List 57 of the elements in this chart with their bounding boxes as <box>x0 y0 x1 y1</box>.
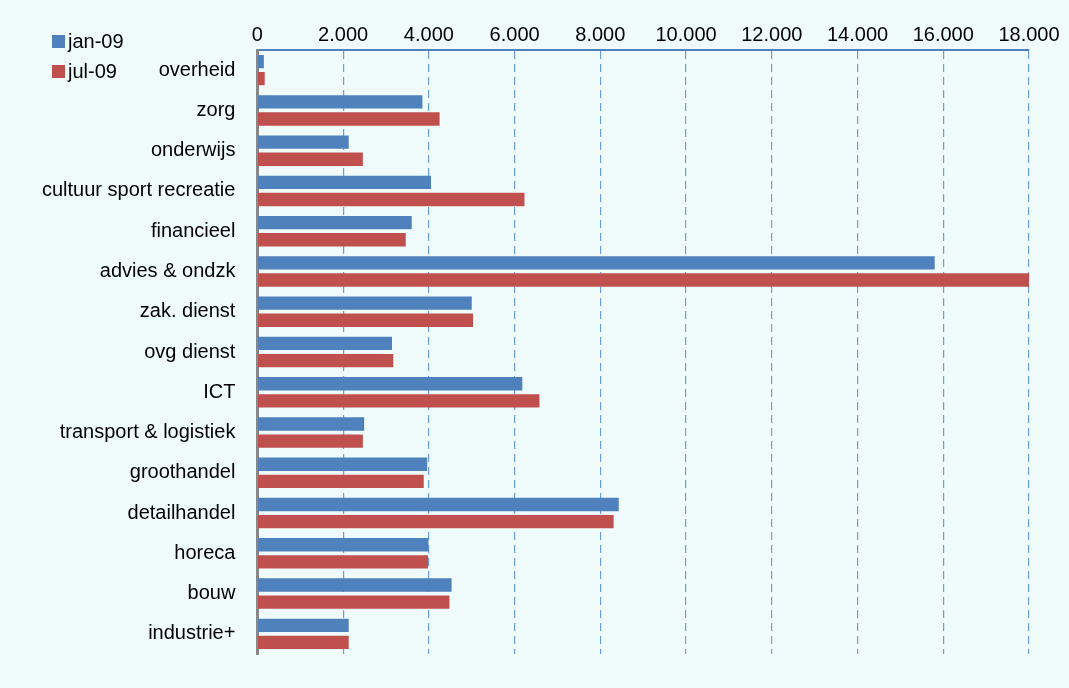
y-tick-label: onderwijs <box>150 138 236 161</box>
bar <box>258 353 394 368</box>
bar <box>258 112 440 126</box>
bar <box>258 296 472 310</box>
bar <box>258 434 363 448</box>
bar <box>258 72 265 86</box>
bar <box>258 618 349 632</box>
x-tick-label: 16.000 <box>912 22 974 45</box>
legend-label: jul-09 <box>68 59 117 83</box>
y-tick-label: bouw <box>187 581 236 604</box>
bar <box>258 54 264 69</box>
legend-label: jan-09 <box>68 29 124 53</box>
bar <box>258 555 429 569</box>
bar <box>258 578 452 592</box>
x-tick-label: 6.000 <box>489 22 540 45</box>
bar <box>258 377 523 391</box>
bar <box>258 336 393 351</box>
y-tick-label: zak. dienst <box>139 299 236 322</box>
bar <box>258 135 349 149</box>
x-tick-label: 8.000 <box>575 22 626 45</box>
x-tick-label: 14.000 <box>826 22 889 45</box>
bar <box>258 538 429 552</box>
bar <box>258 95 423 109</box>
bar <box>258 233 406 247</box>
bar <box>258 273 1029 287</box>
x-tick-label: 18.000 <box>998 22 1060 45</box>
bar <box>258 474 424 489</box>
y-tick-label: cultuur sport recreatie <box>42 178 236 201</box>
bar <box>258 417 365 431</box>
x-tick-label: 10.000 <box>655 22 717 45</box>
x-tick-label: 2.000 <box>318 22 369 45</box>
y-tick-label: groothandel <box>129 460 236 483</box>
y-tick-label: financieel <box>150 218 236 241</box>
bar <box>258 215 412 230</box>
x-tick-label: 12.000 <box>741 22 803 45</box>
bar <box>258 256 935 270</box>
bar <box>258 175 432 190</box>
y-tick-label: detailhandel <box>127 500 236 523</box>
bar <box>258 394 540 408</box>
bar <box>258 635 349 650</box>
y-tick-label: overheid <box>158 57 236 80</box>
x-tick-label: 0 <box>251 22 263 45</box>
bar <box>258 152 363 166</box>
y-tick-label: transport & logistiek <box>59 420 237 443</box>
y-tick-label: industrie+ <box>148 621 236 644</box>
bar <box>258 192 525 207</box>
y-tick-label: zorg <box>196 97 236 120</box>
bar <box>258 313 474 327</box>
y-tick-label: ICT <box>203 379 236 402</box>
y-tick-label: horeca <box>174 540 237 563</box>
y-tick-label: advies & ondzk <box>99 258 237 281</box>
y-tick-label: ovg dienst <box>144 339 236 362</box>
bar <box>258 514 614 529</box>
bar <box>258 457 428 471</box>
bar <box>258 595 450 609</box>
x-tick-label: 4.000 <box>403 22 454 45</box>
bar <box>258 497 619 512</box>
